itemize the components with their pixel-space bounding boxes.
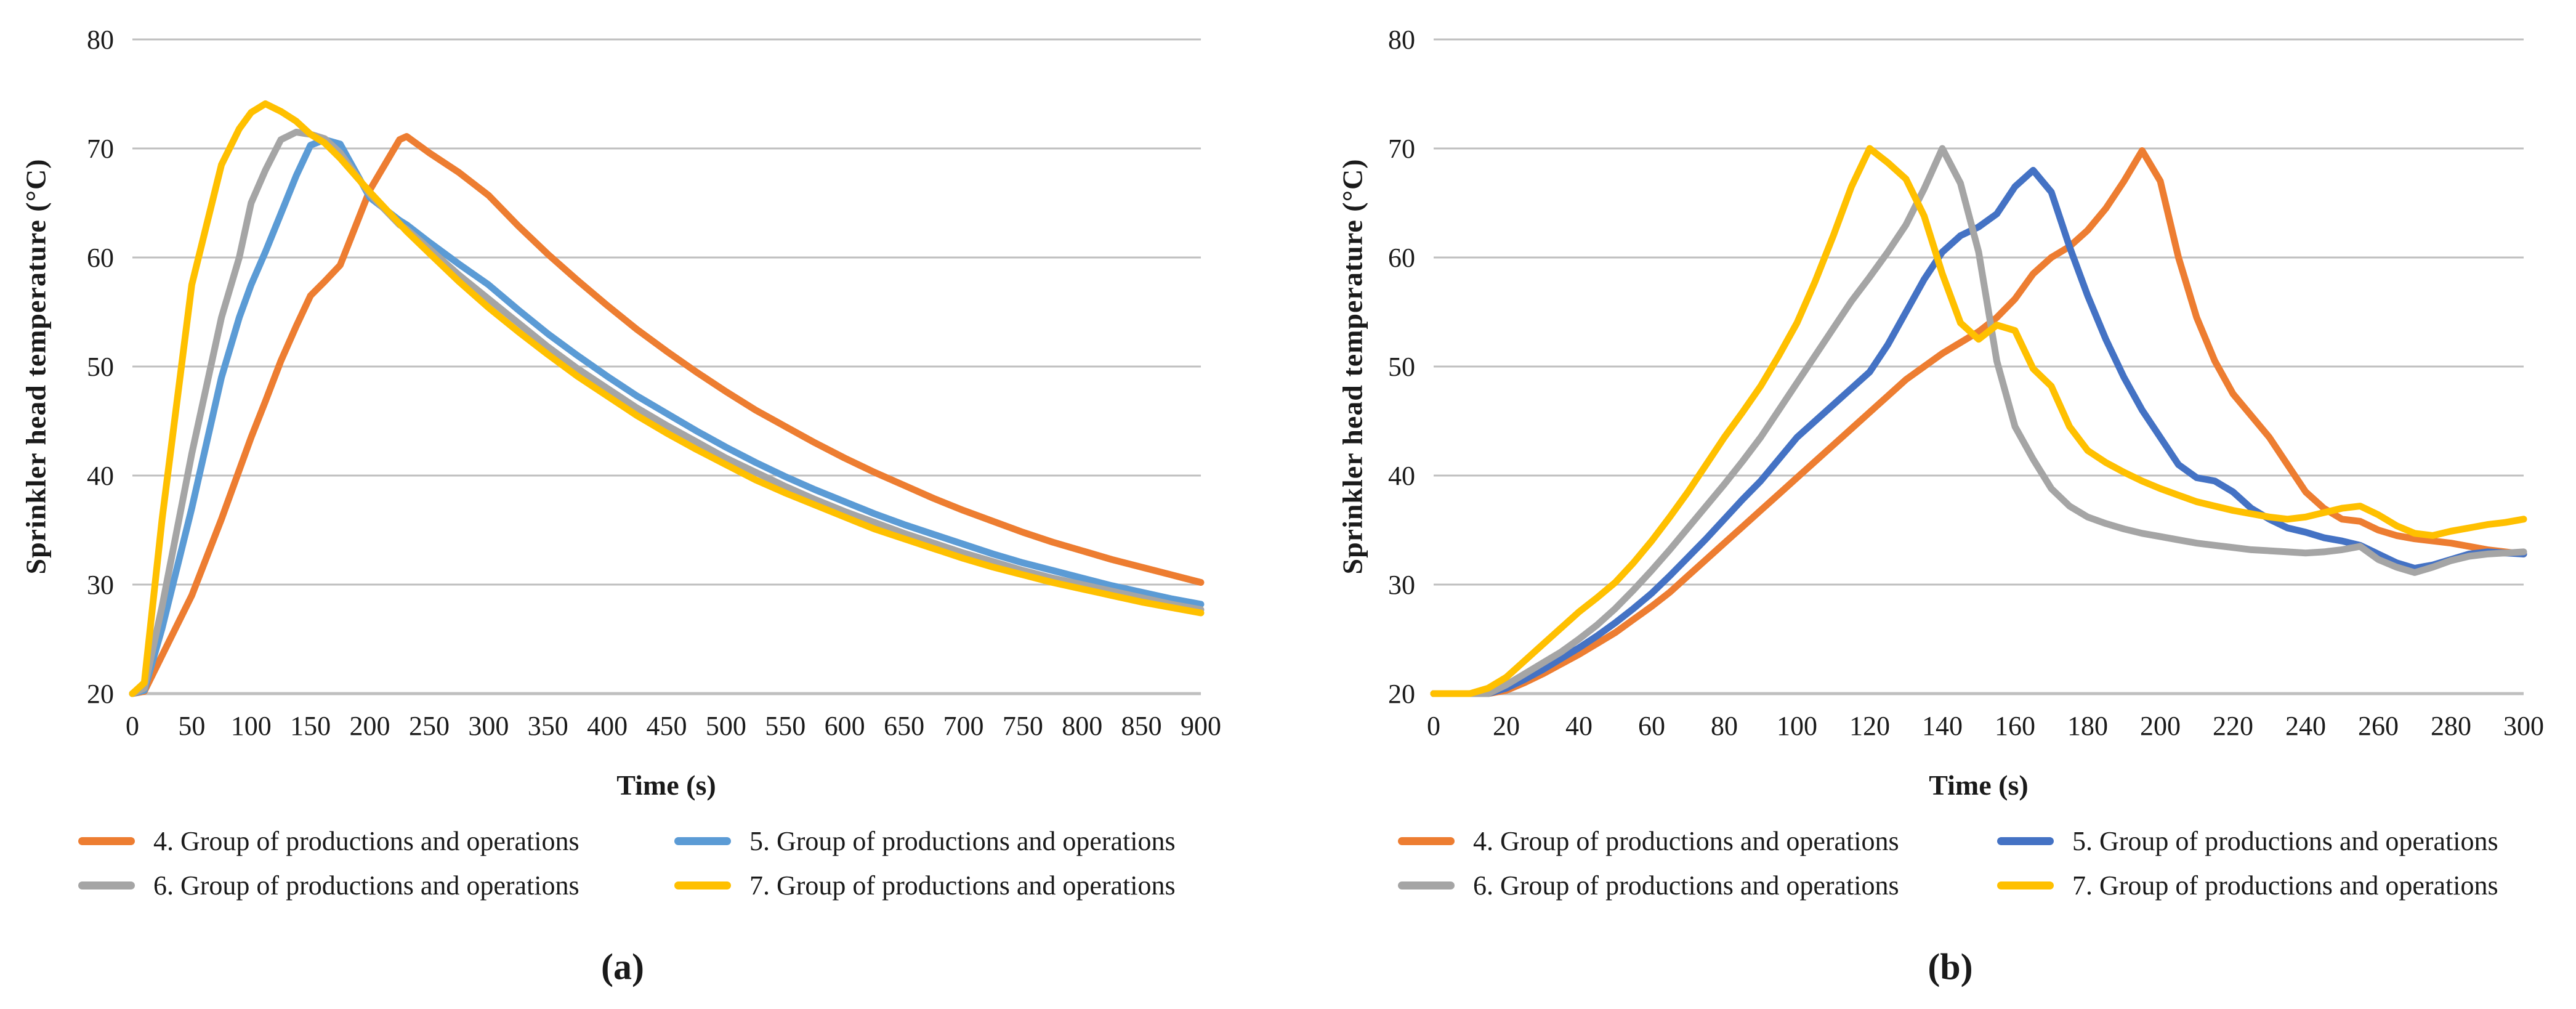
- legend-item-group4-b: 4. Group of productions and operations: [1398, 825, 1899, 857]
- x-tick-label-200: 200: [350, 711, 390, 741]
- legend-swatch-group5-a: [674, 837, 731, 845]
- x-tick-label-50: 50: [178, 711, 205, 741]
- panel-b: 20 30 40 50 60 70 80 0 20 40 60 80 100 120 140 160 180 20…: [1289, 0, 2576, 1009]
- x-tick-label-40: 40: [1565, 711, 1593, 741]
- legend-swatch-group6-b: [1398, 881, 1455, 889]
- x-tick-label-300: 300: [2503, 711, 2544, 741]
- x-tick-label-100: 100: [1777, 711, 1817, 741]
- y-tick-label-30: 30: [87, 570, 114, 600]
- legend-label-group6-b: 6. Group of productions and operations: [1473, 870, 1899, 901]
- x-tick-label-300: 300: [468, 711, 509, 741]
- legend-item-group5-a: 5. Group of productions and operations: [674, 825, 1176, 857]
- x-tick-label-240: 240: [2285, 711, 2326, 741]
- x-tick-label-0: 0: [1427, 711, 1440, 741]
- series-line-4-group: [129, 133, 1205, 697]
- legend-swatch-group6-a: [78, 881, 135, 889]
- x-tick-label-0: 0: [126, 711, 139, 741]
- y-tick-label-60: 60: [87, 243, 114, 273]
- series-line-4-group: [1430, 147, 2527, 697]
- series-line-7-group: [1430, 145, 2527, 697]
- x-tick-label-220: 220: [2213, 711, 2253, 741]
- legend-item-group4-a: 4. Group of productions and operations: [78, 825, 579, 857]
- x-tick-label-60: 60: [1638, 711, 1665, 741]
- y-tick-label-30: 30: [1388, 570, 1415, 600]
- x-tick-label-450: 450: [647, 711, 687, 741]
- legend-label-group7-a: 7. Group of productions and operations: [749, 870, 1176, 901]
- legend-item-group6-a: 6. Group of productions and operations: [78, 869, 579, 901]
- x-tick-label-150: 150: [290, 711, 331, 741]
- series-line-7-group: [129, 100, 1205, 697]
- x-tick-label-600: 600: [825, 711, 865, 741]
- y-tick-label-20: 20: [1388, 679, 1415, 709]
- x-tick-label-550: 550: [765, 711, 806, 741]
- legend-item-group6-b: 6. Group of productions and operations: [1398, 869, 1899, 901]
- series-line-6-group: [129, 129, 1205, 697]
- x-tick-label-200: 200: [2140, 711, 2181, 741]
- x-axis-title-b: Time (s): [1929, 769, 2029, 801]
- panel-a: 20 30 40 50 60 70 80 0 50 100 150 200 250 300 350 400 45…: [0, 0, 1287, 1009]
- legend-item-group7-a: 7. Group of productions and operations: [674, 869, 1176, 901]
- legend-label-group7-b: 7. Group of productions and operations: [2072, 870, 2498, 901]
- x-tick-label-900: 900: [1181, 711, 1221, 741]
- x-tick-label-160: 160: [1995, 711, 2035, 741]
- x-tick-label-750: 750: [1003, 711, 1043, 741]
- legend-swatch-group4-a: [78, 837, 135, 845]
- y-tick-label-20: 20: [87, 679, 114, 709]
- y-tick-label-70: 70: [1388, 134, 1415, 164]
- x-tick-label-100: 100: [231, 711, 272, 741]
- x-tick-label-250: 250: [409, 711, 450, 741]
- legend-swatch-group7-a: [674, 881, 731, 889]
- legend-label-group6-a: 6. Group of productions and operations: [153, 870, 579, 901]
- x-axis-title-a: Time (s): [616, 769, 716, 801]
- series-line-5-group: [1430, 166, 2527, 697]
- y-tick-label-70: 70: [87, 134, 114, 164]
- caption-b: (b): [1928, 946, 1973, 987]
- x-tick-label-260: 260: [2358, 711, 2399, 741]
- legend-item-group7-b: 7. Group of productions and operations: [1997, 869, 2498, 901]
- legend-label-group4-a: 4. Group of productions and operations: [153, 825, 579, 856]
- x-tick-label-80: 80: [1711, 711, 1738, 741]
- x-tick-label-850: 850: [1121, 711, 1162, 741]
- x-tick-label-800: 800: [1062, 711, 1102, 741]
- y-tick-label-40: 40: [1388, 461, 1415, 491]
- series-line-6-group: [1430, 145, 2527, 697]
- y-tick-label-50: 50: [87, 352, 114, 382]
- x-tick-label-700: 700: [943, 711, 983, 741]
- legend-label-group5-a: 5. Group of productions and operations: [749, 825, 1176, 856]
- legend-swatch-group5-b: [1997, 837, 2054, 845]
- legend-item-group5-b: 5. Group of productions and operations: [1997, 825, 2498, 857]
- legend-label-group4-b: 4. Group of productions and operations: [1473, 825, 1899, 856]
- chart-b-canvas: 20 30 40 50 60 70 80 0 20 40 60 80 100 120 140 160 180 20…: [1388, 25, 2544, 741]
- legend-swatch-group4-b: [1398, 837, 1455, 845]
- x-tick-label-180: 180: [2067, 711, 2108, 741]
- legend-label-group5-b: 5. Group of productions and operations: [2072, 825, 2498, 856]
- x-tick-label-350: 350: [528, 711, 568, 741]
- x-tick-label-650: 650: [884, 711, 924, 741]
- y-tick-label-80: 80: [87, 25, 114, 55]
- x-tick-label-20: 20: [1493, 711, 1520, 741]
- x-tick-label-120: 120: [1849, 711, 1890, 741]
- y-axis-title-b: Sprinkler head temperature (°C): [1336, 158, 1368, 575]
- x-tick-label-280: 280: [2431, 711, 2471, 741]
- y-axis-title-a: Sprinkler head temperature (°C): [20, 158, 52, 575]
- y-tick-label-40: 40: [87, 461, 114, 491]
- y-tick-label-60: 60: [1388, 243, 1415, 273]
- legend-swatch-group7-b: [1997, 881, 2054, 889]
- x-tick-label-140: 140: [1922, 711, 1963, 741]
- x-tick-label-500: 500: [706, 711, 746, 741]
- caption-a: (a): [601, 946, 644, 987]
- y-tick-label-50: 50: [1388, 352, 1415, 382]
- x-tick-label-400: 400: [587, 711, 628, 741]
- y-tick-label-80: 80: [1388, 25, 1415, 55]
- series-line-5-group: [129, 136, 1205, 697]
